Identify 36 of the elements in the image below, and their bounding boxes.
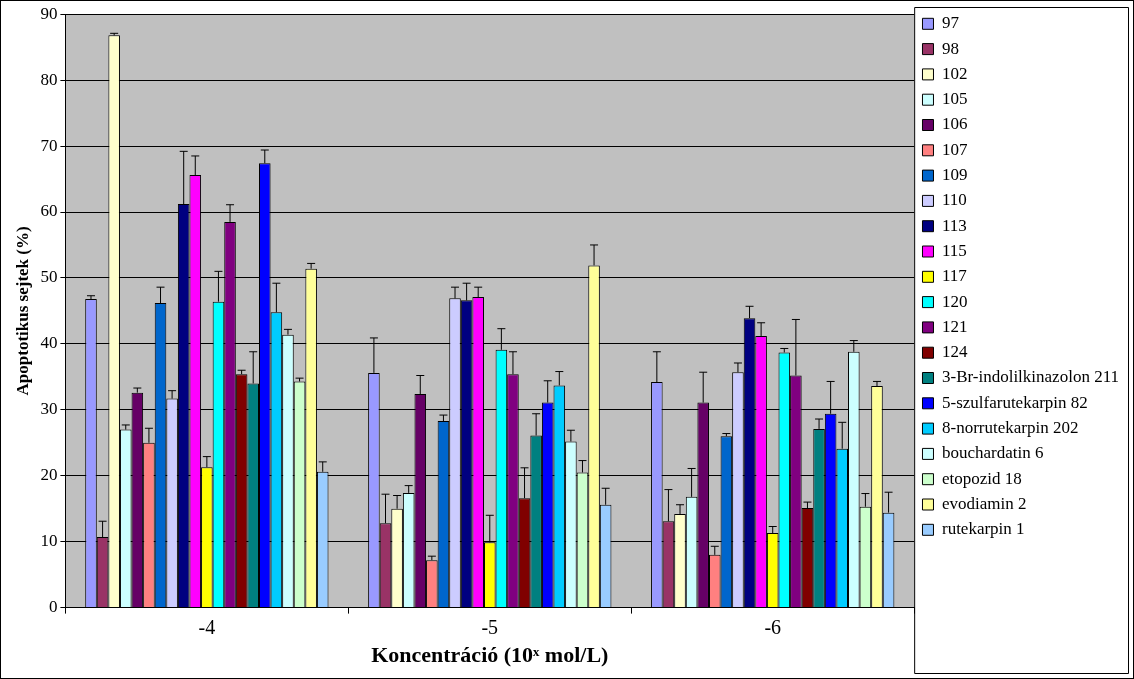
legend-label: 5-szulfarutekarpin 82 — [941, 392, 1088, 412]
legend-label: 98 — [941, 38, 959, 58]
legend-label: 121 — [941, 316, 968, 336]
y-tick-label: 40 — [40, 333, 58, 353]
x-axis-title: Koncentráció (10ˣ mol/L) — [371, 642, 609, 668]
legend-label: 109 — [941, 165, 968, 185]
y-tick-label: 20 — [40, 465, 58, 485]
legend-label: etopozid 18 — [941, 468, 1022, 488]
legend-label: 102 — [941, 63, 968, 83]
y-tick-label: 0 — [48, 597, 58, 617]
legend-label: rutekarpin 1 — [941, 519, 1025, 539]
legend-label: 97 — [941, 13, 960, 33]
legend-label: 113 — [941, 215, 967, 235]
y-tick-label: 90 — [40, 3, 58, 23]
legend-label: 106 — [941, 114, 968, 134]
y-tick-label: 50 — [40, 267, 58, 287]
legend-label: 3-Br-indolilkinazolon 211 — [941, 367, 1119, 387]
legend-label: 115 — [941, 240, 967, 260]
y-axis-title: Apoptotikus sejtek (%) — [12, 226, 32, 396]
legend-label: 120 — [941, 291, 968, 311]
y-tick-label: 60 — [40, 201, 58, 221]
legend-label: 110 — [941, 190, 967, 210]
x-tick-label: -5 — [481, 615, 499, 638]
x-tick-label: -4 — [198, 615, 216, 638]
legend-label: 124 — [941, 342, 968, 362]
y-tick-label: 30 — [40, 399, 58, 419]
legend-label: bouchardatin 6 — [941, 443, 1044, 463]
legend-label: 8-norrutekarpin 202 — [941, 418, 1079, 438]
y-tick-label: 70 — [40, 135, 58, 155]
y-tick-label: 80 — [40, 69, 58, 89]
legend-label: evodiamin 2 — [941, 493, 1027, 513]
legend-label: 107 — [941, 139, 968, 159]
legend-label: 105 — [941, 89, 968, 109]
x-tick-label: -6 — [764, 615, 782, 638]
y-tick-label: 10 — [40, 531, 58, 551]
legend-label: 117 — [941, 266, 968, 286]
